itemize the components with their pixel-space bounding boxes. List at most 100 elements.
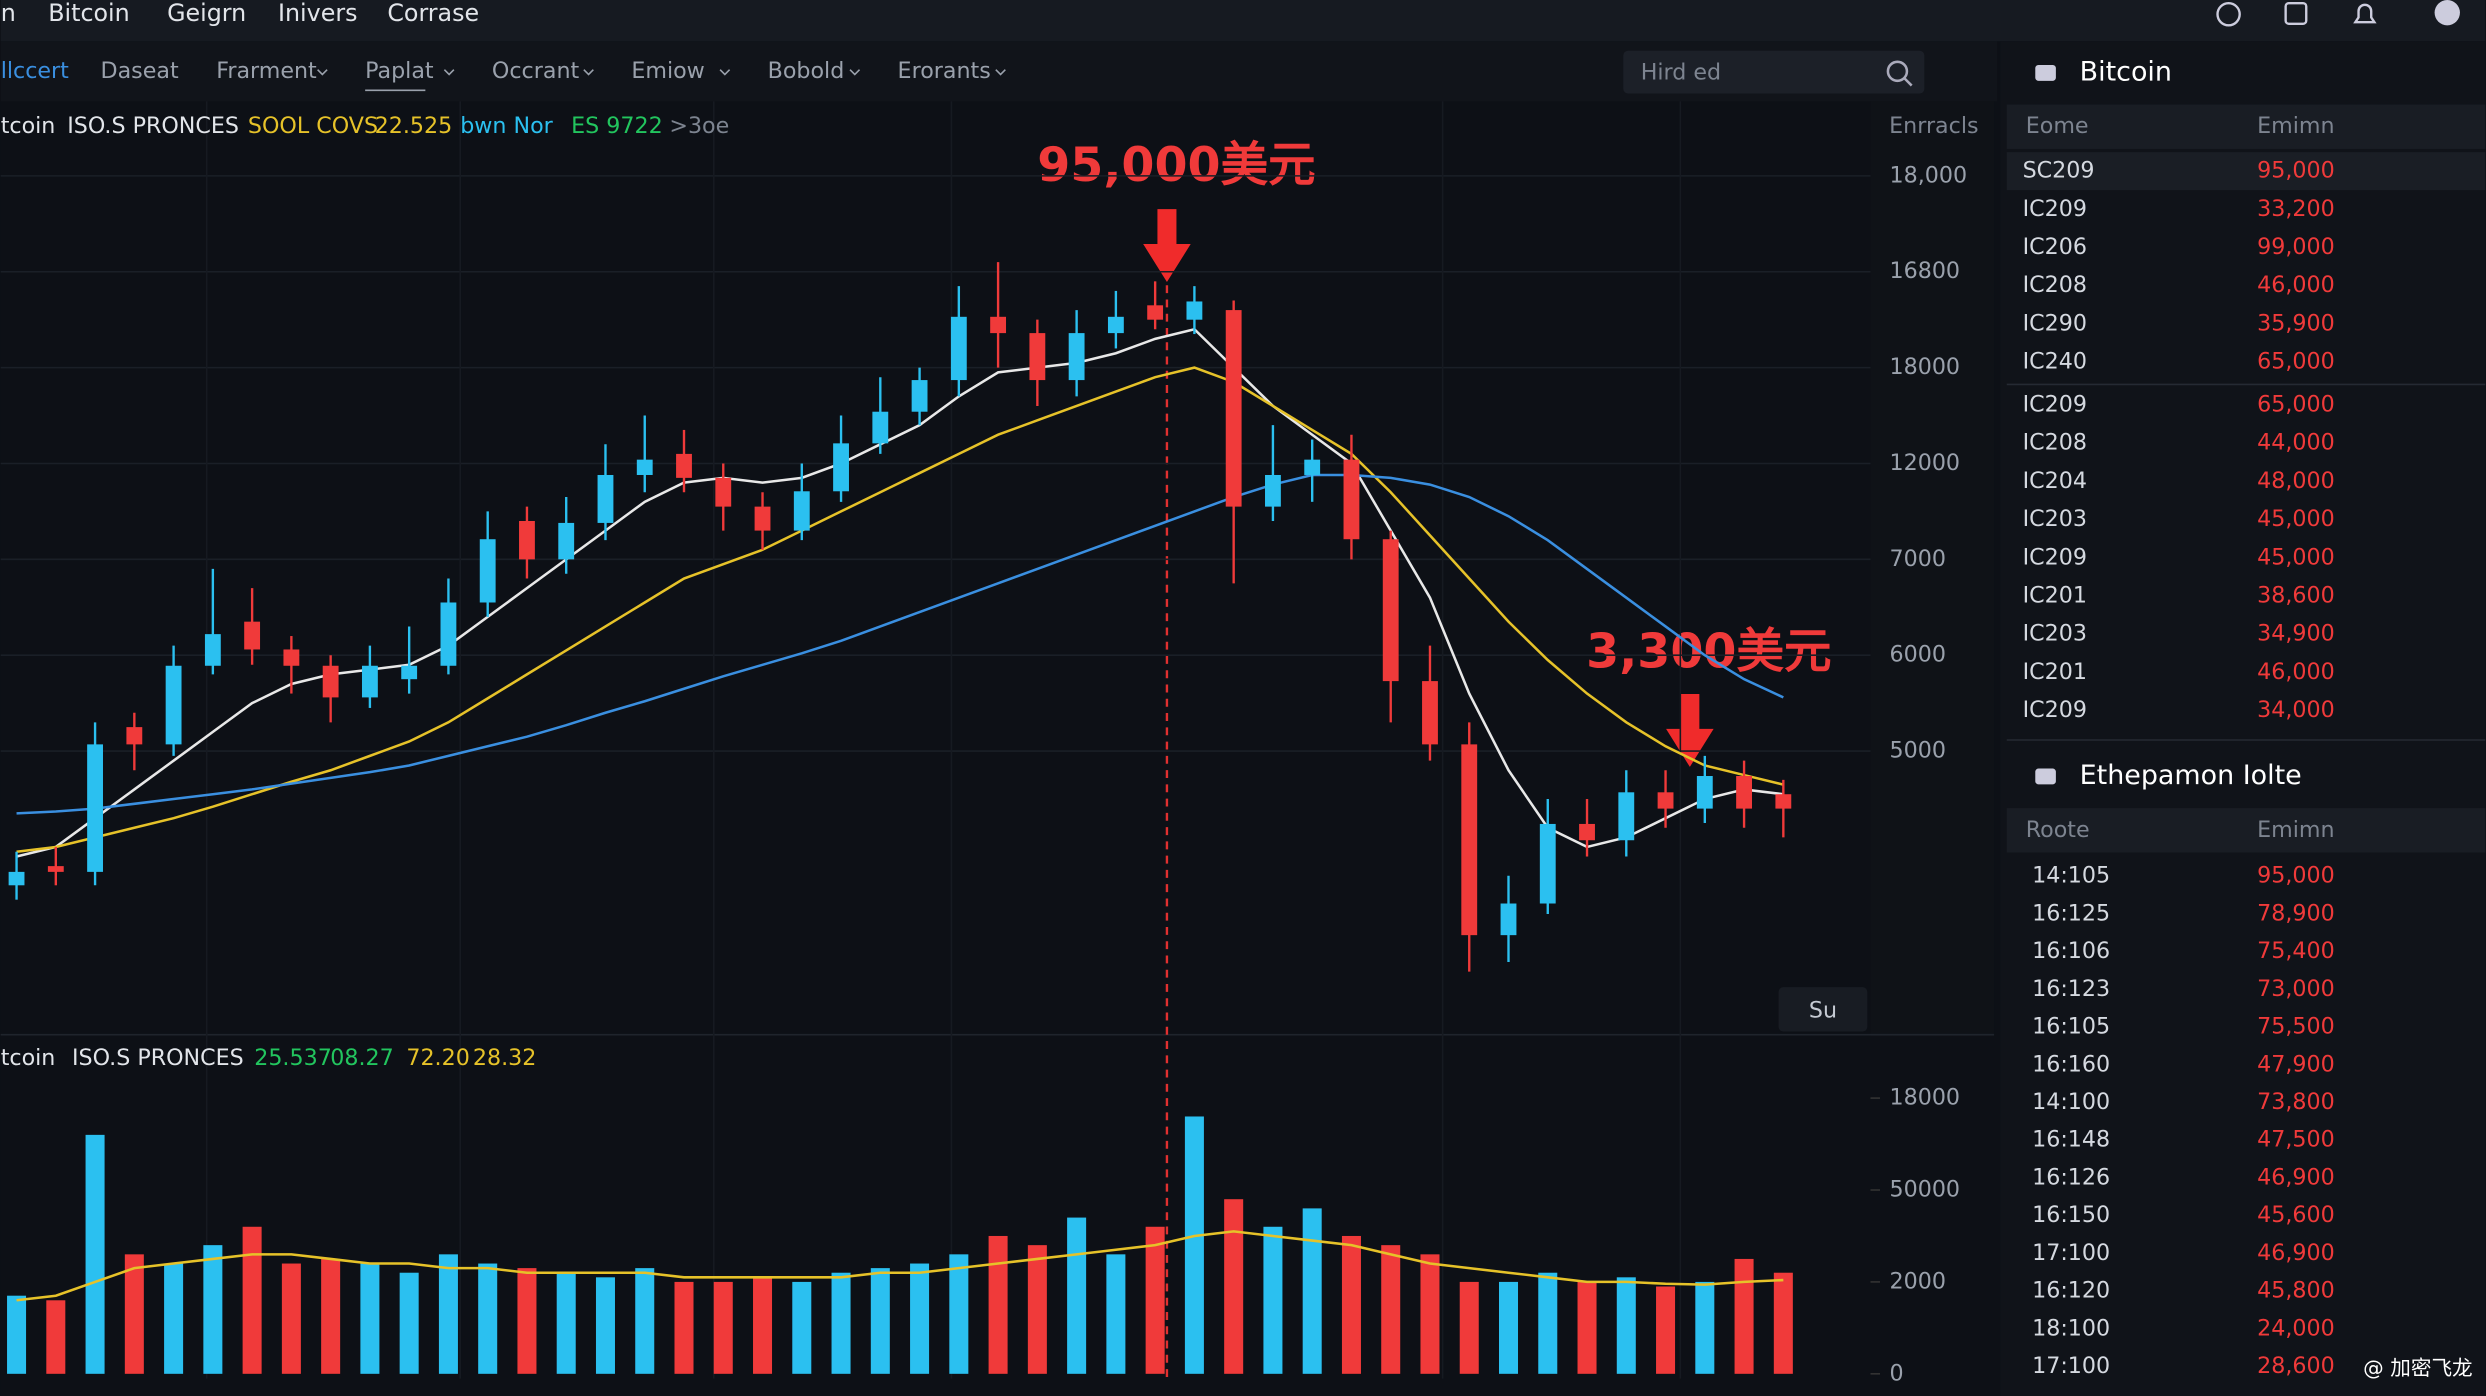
- row-label[interactable]: IC201: [2023, 582, 2087, 608]
- toolbar-item[interactable]: Erorants: [898, 58, 991, 84]
- row-value[interactable]: 46,000: [2257, 659, 2335, 685]
- row-value[interactable]: 75,500: [2257, 1014, 2335, 1040]
- row-label[interactable]: IC209: [2023, 697, 2087, 723]
- caret[interactable]: [317, 69, 328, 76]
- row-label[interactable]: IC209: [2023, 196, 2087, 222]
- row-value[interactable]: 99,000: [2257, 234, 2335, 260]
- caret[interactable]: [995, 69, 1006, 76]
- row-label[interactable]: 17:100: [2032, 1240, 2110, 1266]
- row-label[interactable]: IC208: [2023, 272, 2087, 298]
- row-value[interactable]: 47,900: [2257, 1051, 2335, 1077]
- candle-body: [519, 521, 535, 560]
- row-label[interactable]: 14:100: [2032, 1089, 2110, 1115]
- row-label[interactable]: IC208: [2023, 430, 2087, 456]
- search-icon[interactable]: [1902, 76, 1913, 87]
- row-label[interactable]: 17:100: [2032, 1353, 2110, 1379]
- row-value[interactable]: 48,000: [2257, 468, 2335, 494]
- row-label[interactable]: 16:126: [2032, 1164, 2110, 1190]
- row-value[interactable]: 45,000: [2257, 544, 2335, 570]
- toolbar-item[interactable]: Occrant: [492, 58, 580, 84]
- row-label[interactable]: IC203: [2023, 621, 2087, 647]
- search-text[interactable]: Hird ed: [1641, 59, 1721, 85]
- row-value[interactable]: 73,000: [2257, 976, 2335, 1002]
- row-label[interactable]: IC201: [2023, 659, 2087, 685]
- nav-item[interactable]: Inivers: [278, 0, 357, 27]
- volume-legend: 28.32: [473, 1045, 536, 1071]
- caret[interactable]: [849, 69, 861, 76]
- candle-body: [1225, 310, 1242, 507]
- toolbar-item[interactable]: Daseat: [101, 58, 179, 84]
- toolbar-item[interactable]: Paplat: [365, 58, 434, 84]
- row-label[interactable]: IC290: [2023, 310, 2087, 336]
- candle-body: [1422, 681, 1438, 745]
- row-value[interactable]: 46,000: [2257, 272, 2335, 298]
- row-value[interactable]: 47,500: [2257, 1127, 2335, 1153]
- toolbar-item[interactable]: Emiow: [631, 58, 704, 84]
- row-value[interactable]: 34,000: [2257, 697, 2335, 723]
- row-value[interactable]: 34,900: [2257, 621, 2335, 647]
- icon[interactable]: [2284, 1, 2308, 25]
- avatar[interactable]: [2434, 0, 2460, 26]
- row-value[interactable]: 65,000: [2257, 349, 2335, 375]
- nav-item[interactable]: n: [1, 0, 16, 27]
- row-label[interactable]: IC209: [2023, 392, 2087, 418]
- row-value[interactable]: 95,000: [2257, 158, 2335, 184]
- lock-icon: [2035, 64, 2056, 81]
- row-label[interactable]: 16:150: [2032, 1202, 2110, 1228]
- row-label[interactable]: IC203: [2023, 506, 2087, 532]
- button-label[interactable]: Su: [1809, 997, 1837, 1023]
- row-label[interactable]: 16:105: [2032, 1014, 2110, 1040]
- row-value[interactable]: 44,000: [2257, 430, 2335, 456]
- row-value[interactable]: 38,600: [2257, 582, 2335, 608]
- row-value[interactable]: 24,000: [2257, 1315, 2335, 1341]
- row-label[interactable]: SC209: [2023, 158, 2095, 184]
- row-label[interactable]: 14:105: [2032, 863, 2110, 889]
- toolbar-item[interactable]: Frarment: [216, 58, 317, 84]
- nav-item[interactable]: Corrase: [387, 0, 479, 27]
- search-icon[interactable]: [1886, 60, 1909, 83]
- row-label[interactable]: 18:100: [2032, 1315, 2110, 1341]
- search-box[interactable]: [1623, 50, 1925, 94]
- arrow: [1143, 209, 1191, 283]
- row-label[interactable]: 16:123: [2032, 976, 2110, 1002]
- row-value[interactable]: 46,900: [2257, 1240, 2335, 1266]
- candle-body: [1382, 539, 1399, 682]
- row-label[interactable]: 16:125: [2032, 900, 2110, 926]
- scroll-button[interactable]: [1778, 987, 1868, 1032]
- bell-icon[interactable]: [2353, 3, 2377, 24]
- volume-bar: [595, 1277, 615, 1374]
- row-label[interactable]: IC209: [2023, 544, 2087, 570]
- row-value[interactable]: 65,000: [2257, 392, 2335, 418]
- toolbar-item[interactable]: Bobold: [768, 58, 845, 84]
- row-value[interactable]: 45,000: [2257, 506, 2335, 532]
- nav-item[interactable]: Bitcoin: [48, 0, 129, 27]
- volume-bar: [1067, 1217, 1087, 1374]
- row-value[interactable]: 45,600: [2257, 1202, 2335, 1228]
- caret[interactable]: [443, 69, 455, 76]
- y-tick-label: 18,000: [1890, 162, 1968, 188]
- row-value[interactable]: 35,900: [2257, 310, 2335, 336]
- icon[interactable]: [2216, 1, 2241, 27]
- row-value[interactable]: 95,000: [2257, 863, 2335, 889]
- row-value[interactable]: 75,400: [2257, 938, 2335, 964]
- volume-bar: [1420, 1254, 1440, 1374]
- toolbar-item[interactable]: llccert: [1, 58, 69, 84]
- row-label[interactable]: 16:160: [2032, 1051, 2110, 1077]
- volume-bar: [1263, 1226, 1283, 1374]
- row-value[interactable]: 73,800: [2257, 1089, 2335, 1115]
- row-label[interactable]: 16:120: [2032, 1278, 2110, 1304]
- row-value[interactable]: 46,900: [2257, 1164, 2335, 1190]
- row-value[interactable]: 78,900: [2257, 900, 2335, 926]
- row-label[interactable]: IC204: [2023, 468, 2087, 494]
- row-label[interactable]: IC240: [2023, 349, 2087, 375]
- row-value[interactable]: 45,800: [2257, 1278, 2335, 1304]
- row-label[interactable]: IC206: [2023, 234, 2087, 260]
- row-label[interactable]: 16:148: [2032, 1127, 2110, 1153]
- candle-body: [1736, 776, 1752, 809]
- row-label[interactable]: 16:106: [2032, 938, 2110, 964]
- caret[interactable]: [719, 69, 731, 76]
- nav-item[interactable]: Geigrn: [167, 0, 246, 27]
- row-value[interactable]: 33,200: [2257, 196, 2335, 222]
- caret[interactable]: [583, 69, 594, 76]
- row-value[interactable]: 28,600: [2257, 1353, 2335, 1379]
